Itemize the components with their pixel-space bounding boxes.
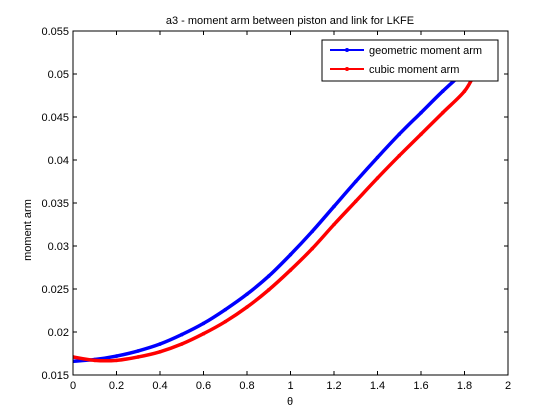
y-tick-label: 0.02 [48, 327, 69, 339]
x-tick-label: 1.4 [370, 380, 385, 392]
x-tick-label: 0.8 [239, 380, 254, 392]
series-1-point [266, 288, 271, 292]
x-tick-label: 2 [505, 380, 511, 392]
series-1-point [201, 331, 206, 336]
series-0-point [201, 321, 206, 326]
y-tick-label: 0.03 [48, 241, 69, 253]
series-0-point [136, 349, 141, 353]
series-0-point [114, 354, 119, 358]
y-tick-label: 0.015 [41, 370, 69, 382]
y-tick-label: 0.04 [48, 155, 69, 167]
series-1-point [419, 132, 423, 136]
series-0-point [419, 110, 423, 115]
series-1-point [136, 355, 141, 359]
legend-label-geometric: geometric moment arm [369, 45, 482, 57]
y-tick-label: 0.055 [41, 26, 69, 38]
series-0-point [375, 155, 380, 160]
x-tick-label: 1 [287, 380, 293, 392]
series-1-point [440, 110, 445, 115]
series-0-point [440, 89, 445, 93]
legend-marker-geometric [345, 48, 349, 52]
series-1-point [223, 319, 228, 324]
x-tick-label: 1.2 [326, 380, 341, 392]
x-tick-label: 0.6 [196, 380, 211, 392]
chart-title: a3 - moment arm between piston and link … [166, 15, 414, 27]
series-1-point [288, 268, 293, 272]
series-0-point [288, 252, 293, 257]
series-1-point [158, 349, 162, 354]
series-1-point [332, 222, 336, 227]
x-tick-label: 1.8 [457, 380, 472, 392]
series-0-point [179, 332, 184, 337]
series-0-point [223, 307, 228, 312]
series-0-point [266, 274, 271, 278]
series-1-point [462, 89, 467, 93]
series-line-1 [73, 70, 478, 363]
legend: geometric moment arm cubic moment arm [321, 39, 499, 82]
y-axis-label: moment arm [22, 199, 34, 261]
series-1-point [353, 199, 358, 204]
y-tick-label: 0.045 [41, 112, 69, 124]
series-1-point [310, 246, 315, 251]
legend-label-cubic: cubic moment arm [369, 64, 459, 76]
x-tick-label: 0.2 [109, 380, 124, 392]
legend-box [321, 39, 499, 82]
series-0-point [310, 229, 315, 234]
x-axis-label: θ [287, 396, 293, 408]
x-tick-label: 0 [70, 380, 76, 392]
y-tick-label: 0.025 [41, 284, 69, 296]
x-tick-label: 1.6 [413, 380, 428, 392]
series-0-point [397, 132, 402, 136]
legend-marker-cubic [345, 67, 349, 71]
series-0-point [158, 342, 162, 346]
series-1-point [245, 305, 249, 309]
series-1-point [375, 176, 380, 180]
series-1-point [114, 358, 119, 363]
series-1-point [92, 358, 97, 363]
series-1-point [397, 153, 402, 158]
series-0-point [245, 292, 249, 296]
series-0-point [332, 204, 336, 209]
y-tick-label: 0.035 [41, 198, 69, 210]
series-1-point [179, 342, 184, 346]
x-tick-label: 0.4 [152, 380, 167, 392]
plot-area [73, 31, 508, 375]
series-0-point [353, 179, 358, 184]
y-tick-label: 0.05 [48, 69, 69, 81]
